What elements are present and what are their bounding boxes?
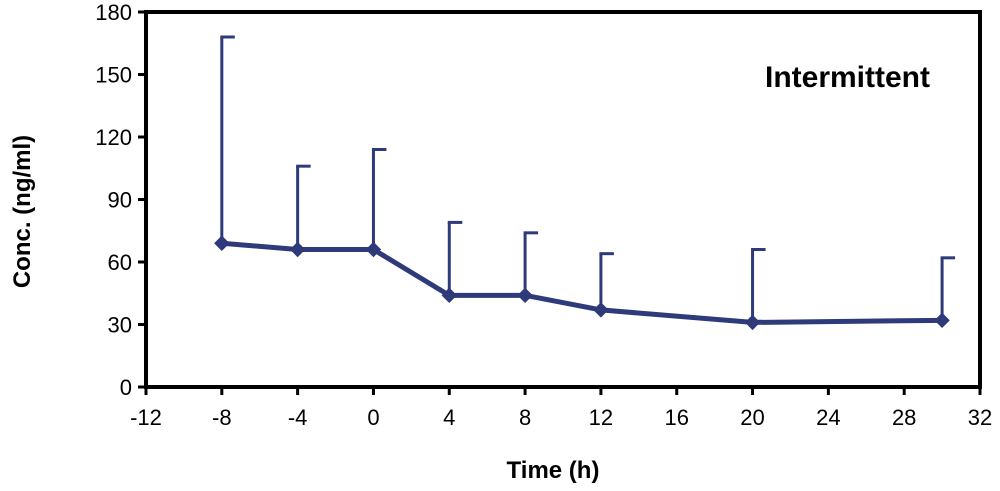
series-line bbox=[221, 240, 943, 325]
y-tick-label: 0 bbox=[120, 375, 132, 400]
data-point bbox=[744, 314, 761, 331]
error-bars bbox=[220, 35, 956, 323]
data-point bbox=[517, 287, 533, 304]
y-tick-label: 180 bbox=[95, 0, 132, 25]
data-point bbox=[934, 312, 950, 329]
markers bbox=[214, 235, 950, 331]
y-tick-label: 90 bbox=[108, 188, 132, 213]
series bbox=[221, 240, 943, 325]
x-tick-label: -4 bbox=[288, 405, 308, 430]
y-tick-label: 60 bbox=[108, 250, 132, 275]
y-tick-label: 30 bbox=[108, 313, 132, 338]
x-tick-label: 16 bbox=[664, 405, 688, 430]
data-point bbox=[365, 241, 382, 258]
x-tick-label: 8 bbox=[519, 405, 531, 430]
x-tick-label: 32 bbox=[968, 405, 992, 430]
x-tick-label: 28 bbox=[892, 405, 916, 430]
x-tick-label: 4 bbox=[443, 405, 455, 430]
x-tick-label: -12 bbox=[130, 405, 162, 430]
y-tick-label: 150 bbox=[95, 63, 132, 88]
data-point bbox=[593, 302, 609, 318]
x-tick-label: 24 bbox=[816, 405, 840, 430]
data-point bbox=[214, 235, 230, 251]
axes bbox=[138, 10, 982, 395]
x-tick-label: 12 bbox=[589, 405, 613, 430]
data-point bbox=[289, 241, 306, 258]
labels: 0 30 60 90 120 150 180 -12 -8 -4 0 4 8 12 16 20 24 28 32 Ti… bbox=[9, 0, 992, 484]
x-tick-label: 20 bbox=[740, 405, 764, 430]
y-axis-title: Conc. (ng/ml) bbox=[9, 135, 36, 288]
x-axis-title: Time (h) bbox=[507, 457, 600, 484]
x-tick-label: -8 bbox=[212, 405, 232, 430]
data-point bbox=[441, 287, 457, 304]
y-tick-label: 120 bbox=[95, 125, 132, 150]
annotation-label: Intermittent bbox=[765, 61, 930, 94]
x-tick-label: 0 bbox=[367, 405, 379, 430]
